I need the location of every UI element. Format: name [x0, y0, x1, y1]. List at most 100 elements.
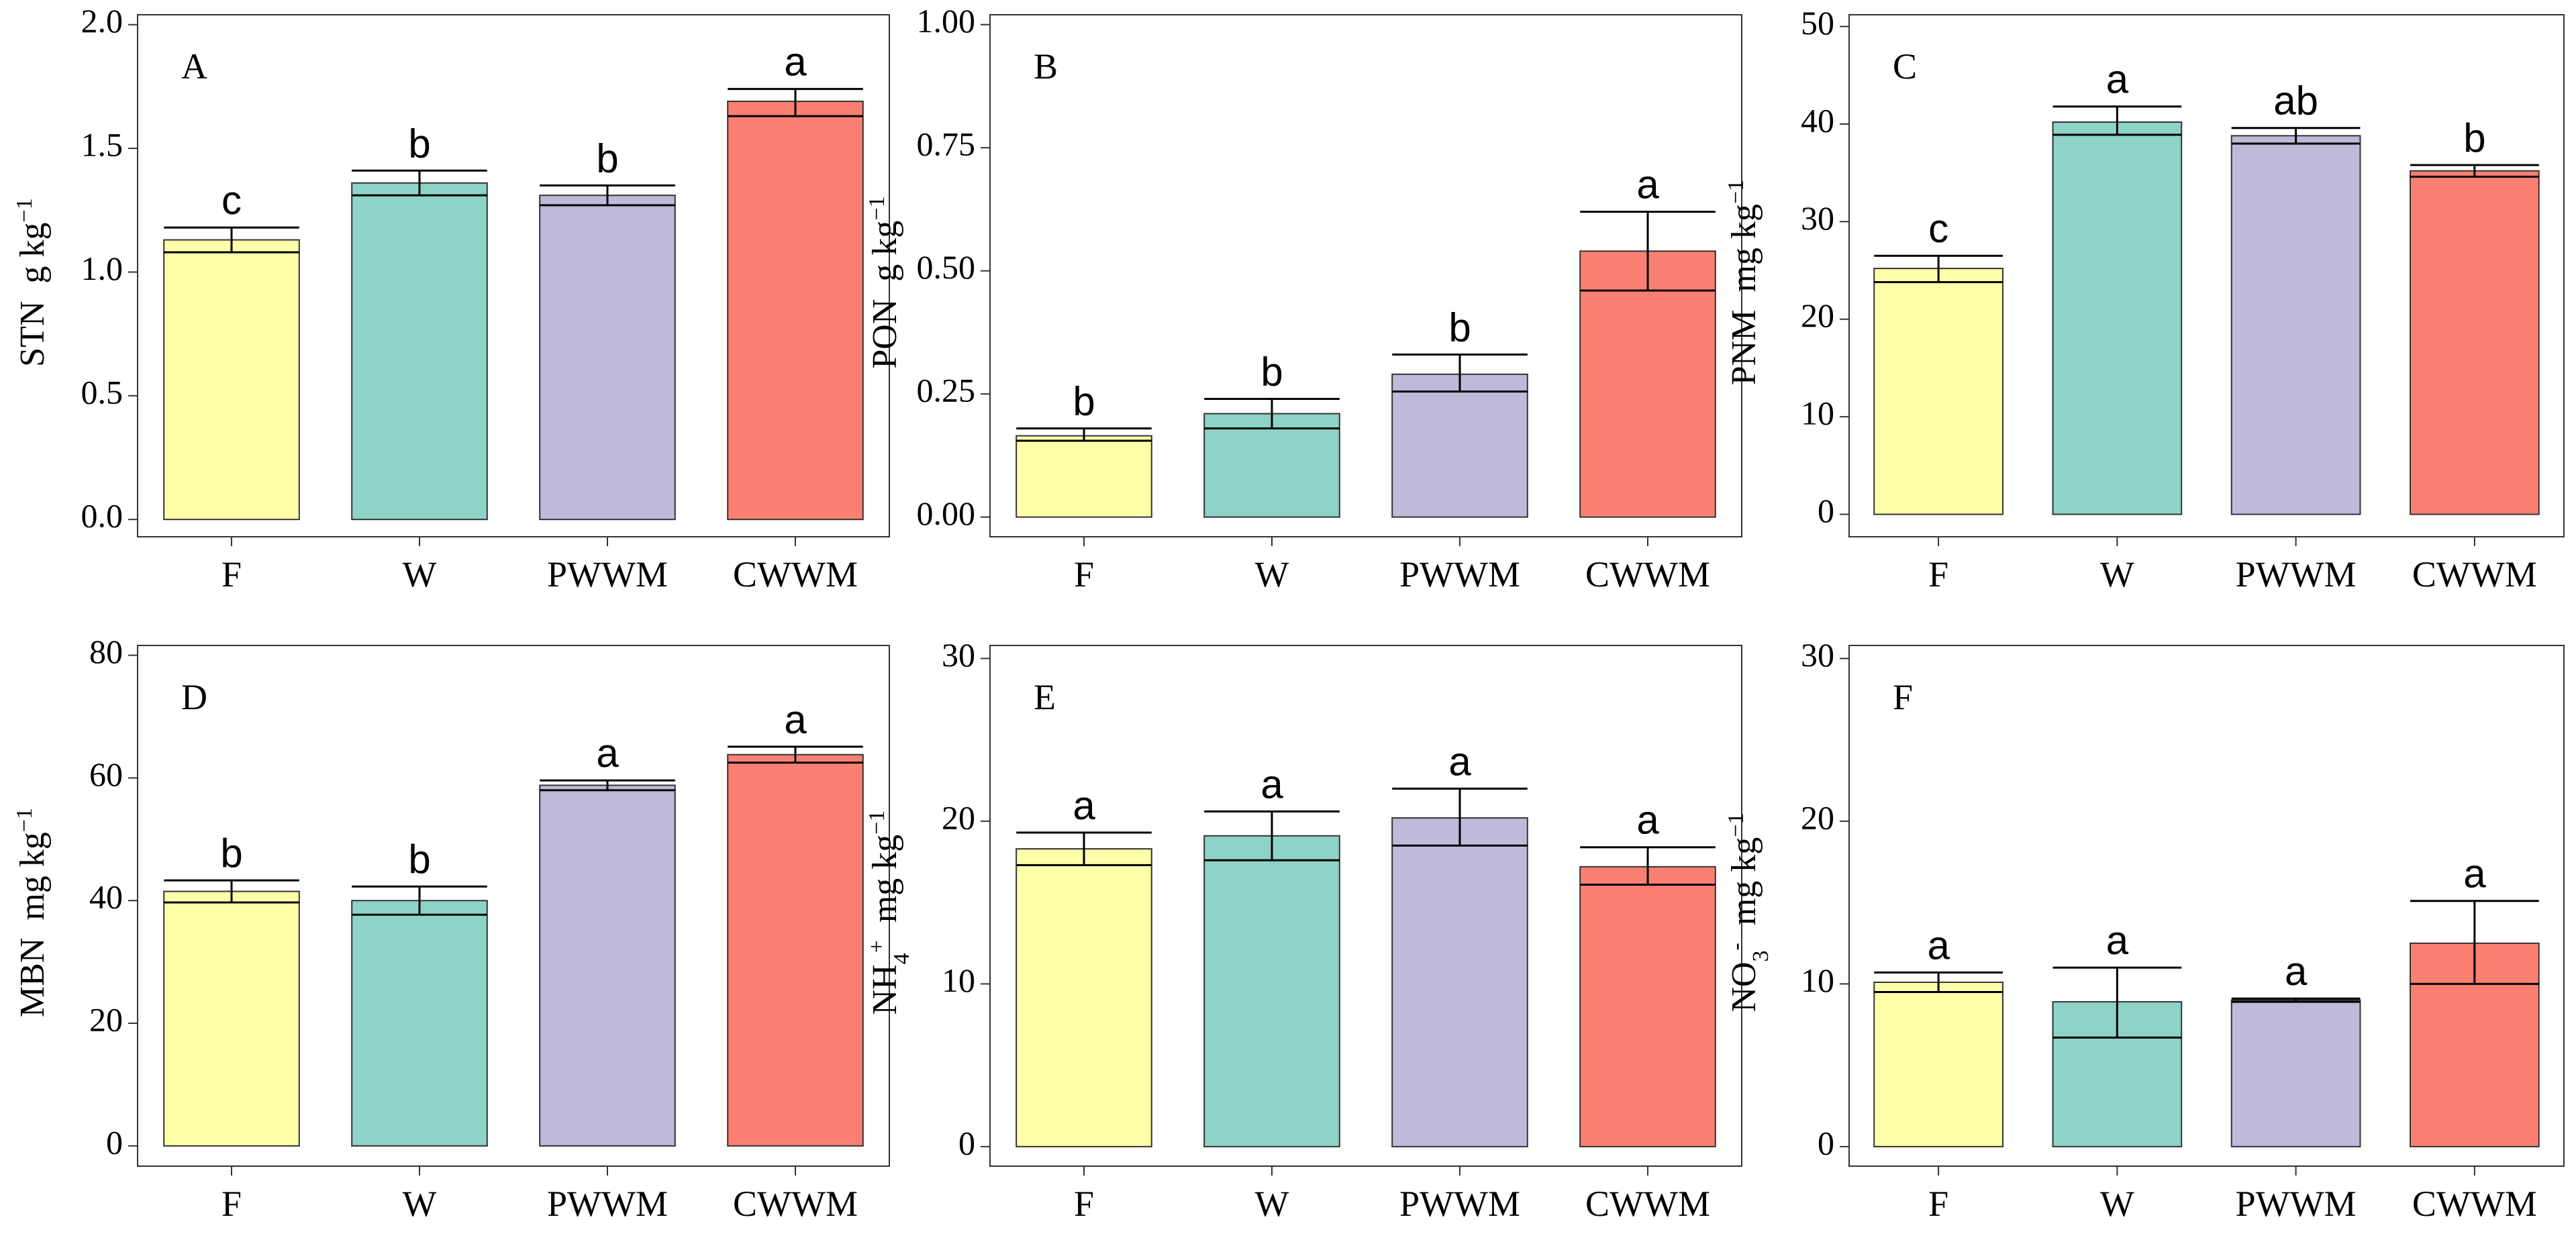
significance-label: a	[596, 731, 619, 776]
error-bar	[2052, 105, 2182, 136]
y-tick-label: 0.5	[81, 373, 123, 411]
bar-CWWM	[1579, 250, 1716, 518]
bar-F	[1015, 435, 1152, 518]
x-tick-label: PWWM	[1399, 554, 1520, 594]
bar-W	[351, 900, 488, 1147]
x-tick-label: F	[221, 1184, 242, 1224]
y-tick-label: 40	[1801, 101, 1834, 139]
panel-B: 0.00 0.25 0.50 0.75 1.00 PON g kg−1 Bb Fb Wb PWWM…	[864, 2, 1742, 594]
error-bar	[1580, 846, 1716, 886]
x-tick-label: CWWM	[2412, 1184, 2537, 1224]
bar-F	[1873, 981, 2003, 1147]
error-bar	[2231, 997, 2361, 1003]
panel-label: A	[181, 46, 207, 87]
error-bar	[164, 226, 299, 254]
x-tick-label: PWWM	[547, 554, 668, 594]
significance-label: b	[408, 121, 430, 166]
y-tick-label: 0	[106, 1123, 123, 1161]
x-tick-label: CWWM	[1585, 554, 1710, 594]
error-bar	[1874, 254, 2003, 283]
significance-label: ab	[2273, 79, 2318, 123]
plot-frame	[989, 14, 1742, 537]
y-axis-label: PNM mg kg−1	[1724, 180, 1764, 385]
significance-label: a	[1260, 762, 1283, 807]
y-tick-label: 0.50	[917, 248, 976, 286]
y-tick-label: 0	[958, 1124, 975, 1161]
x-tick-label: CWWM	[733, 1184, 858, 1224]
y-axis-label: MBN mg kg−1	[12, 808, 52, 1017]
x-tick-label: CWWM	[2412, 554, 2537, 594]
bar-CWWM	[727, 753, 864, 1147]
y-tick-label: 20	[1801, 798, 1834, 836]
significance-label: b	[1073, 379, 1095, 424]
y-tick-label: 20	[1801, 297, 1834, 334]
error-bar	[728, 745, 863, 764]
bar-F	[163, 890, 300, 1147]
y-tick-label: 1.0	[81, 250, 123, 287]
y-tick-label: 10	[1801, 961, 1834, 999]
x-tick-label: F	[1928, 1184, 1948, 1224]
bar-F	[1873, 268, 2003, 515]
y-axis-label: NO3- mg kg−1	[1724, 813, 1773, 1012]
significance-label: a	[2285, 949, 2308, 994]
significance-label: a	[784, 697, 807, 742]
plot-frame	[1848, 14, 2565, 537]
bar-W	[1203, 835, 1340, 1147]
bar-F	[1015, 848, 1152, 1147]
y-tick-label: 20	[89, 1001, 123, 1039]
y-tick-label: 80	[89, 633, 123, 670]
error-bar	[352, 169, 487, 197]
x-tick-label: W	[1255, 554, 1289, 594]
panel-E: 0 10 20 30 NH4+ mg kg−1 Ea Fa Wa PWWM a CWWM	[864, 636, 1742, 1224]
y-tick-label: 40	[89, 878, 123, 916]
error-bar	[2052, 966, 2182, 1039]
error-bar	[352, 885, 487, 916]
y-tick-label: 50	[1801, 4, 1834, 42]
error-bar	[1204, 810, 1340, 862]
panel-label: D	[181, 677, 207, 717]
bar-CWWM	[1579, 866, 1716, 1147]
error-bar	[1874, 971, 2003, 994]
error-bar	[2231, 127, 2361, 145]
significance-label: b	[2463, 115, 2485, 160]
significance-label: a	[1636, 798, 1659, 843]
significance-label: a	[2106, 57, 2129, 102]
y-tick-label: 0.25	[917, 372, 976, 409]
y-tick-label: 30	[1801, 199, 1834, 237]
panel-F: 0 10 20 30 NO3- mg kg−1 Fa Fa Wa PWWM a CWWM	[1724, 636, 2565, 1224]
error-bar	[164, 879, 299, 904]
x-tick-label: CWWM	[733, 554, 858, 594]
x-tick-label: F	[221, 554, 242, 594]
panel-label: E	[1034, 677, 1056, 717]
bar-PWWM	[1391, 373, 1528, 518]
bar-PWWM	[539, 784, 676, 1147]
bar-F	[163, 239, 300, 521]
y-tick-label: 0	[1818, 1124, 1834, 1161]
x-tick-label: PWWM	[547, 1184, 668, 1224]
x-tick-label: W	[2100, 1184, 2134, 1224]
y-tick-label: 10	[1801, 395, 1834, 432]
x-tick-label: W	[403, 1184, 437, 1224]
bar-CWWM	[727, 101, 864, 521]
plot-frame	[137, 645, 890, 1167]
bar-W	[2052, 121, 2183, 515]
significance-label: b	[408, 837, 430, 882]
error-bar	[1392, 353, 1528, 393]
error-bar	[1016, 427, 1152, 442]
plot-frame	[989, 645, 1742, 1167]
error-bar	[540, 779, 675, 792]
significance-label: a	[1636, 162, 1659, 207]
bar-CWWM	[2410, 170, 2540, 515]
y-axis-label: PON g kg−1	[864, 196, 905, 368]
bar-PWWM	[539, 195, 676, 521]
bar-PWWM	[2230, 999, 2361, 1147]
x-tick-label: PWWM	[2236, 1184, 2357, 1224]
y-tick-label: 30	[942, 636, 975, 674]
panel-A: 0.0 0.5 1.0 1.5 2.0 STN g kg−1 Ac Fb Wb PWWM a CWWM	[12, 2, 890, 594]
significance-label: a	[1927, 923, 1950, 968]
y-tick-label: 60	[89, 756, 123, 793]
panel-label: F	[1893, 677, 1913, 717]
panel-C: 0 10 20 30 40 50 PNM mg kg−1 Cc Fa Wab PWWM b CWWM	[1724, 4, 2565, 594]
plot-frame	[137, 14, 890, 537]
